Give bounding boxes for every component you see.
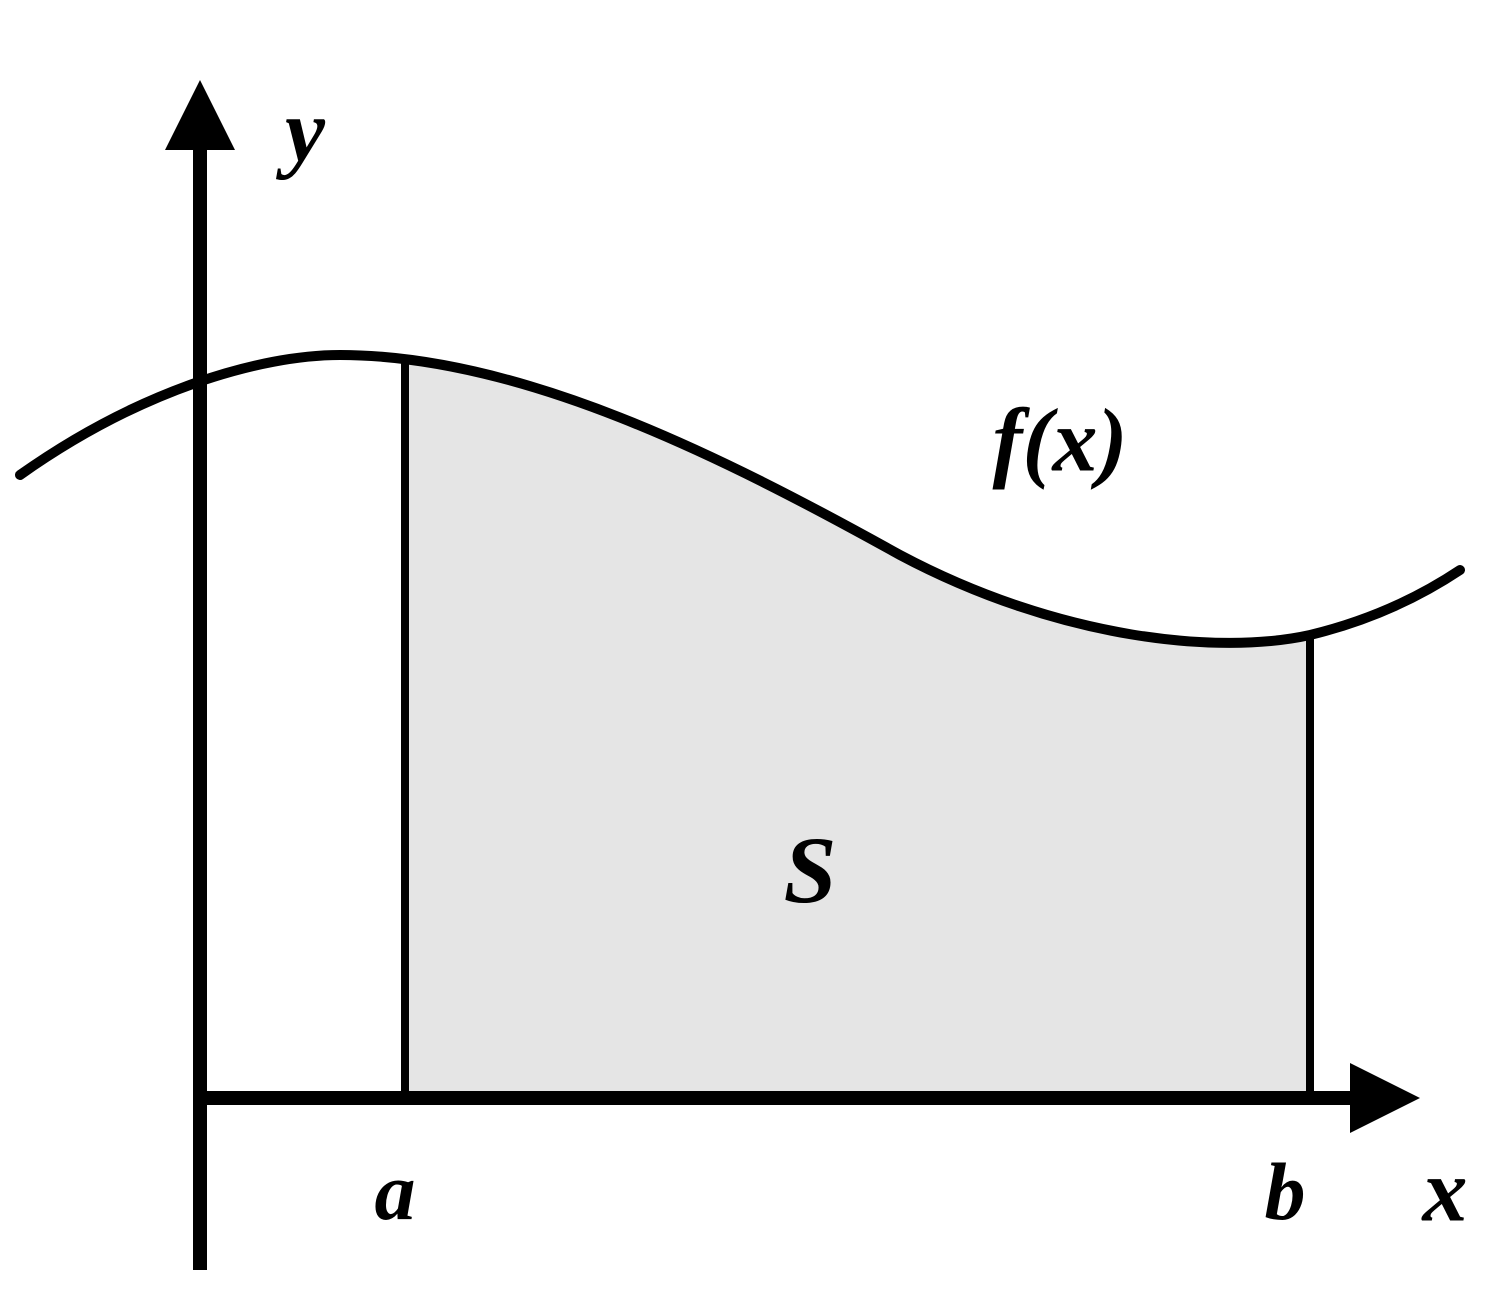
x-axis-label: x xyxy=(1421,1142,1468,1241)
lower-bound-label: a xyxy=(375,1146,416,1237)
upper-bound-label: b xyxy=(1265,1146,1306,1237)
integral-area-diagram: y x f(x) a b S xyxy=(0,0,1504,1305)
function-label: f(x) xyxy=(993,392,1128,491)
area-label: S xyxy=(784,817,837,923)
